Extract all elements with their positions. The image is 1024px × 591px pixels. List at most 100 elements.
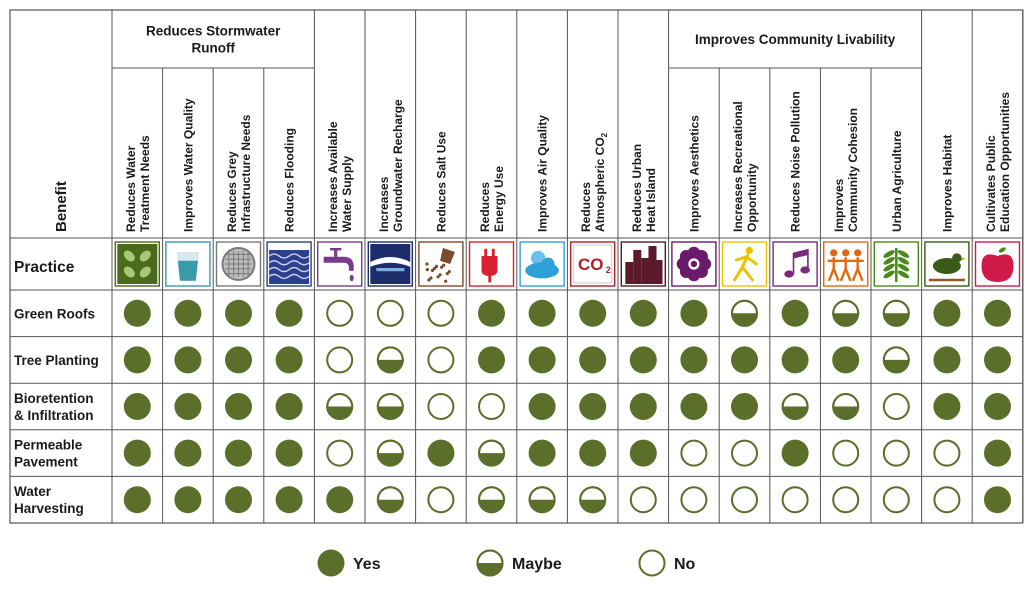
mark-yes bbox=[629, 439, 657, 467]
practice-label: Bioretention bbox=[14, 391, 94, 406]
waves-icon bbox=[266, 241, 312, 287]
legend-label: Maybe bbox=[512, 556, 562, 573]
mark-no bbox=[326, 299, 354, 327]
benefit-header-label: Improves bbox=[832, 178, 846, 232]
runner-icon bbox=[721, 241, 768, 287]
mark-no bbox=[882, 393, 910, 420]
mark-no bbox=[427, 346, 455, 374]
mark-yes bbox=[225, 439, 252, 467]
practice-label: Water bbox=[14, 484, 52, 499]
mark-maybe bbox=[478, 439, 505, 467]
mark-yes bbox=[123, 439, 151, 467]
mark-yes bbox=[225, 346, 252, 374]
mark-yes bbox=[984, 439, 1011, 467]
mark-yes bbox=[174, 346, 202, 374]
mark-yes bbox=[629, 346, 657, 374]
benefit-header-label: Reduces Flooding bbox=[283, 128, 297, 232]
benefit-header-label: Increases Recreational bbox=[731, 101, 745, 232]
mark-yes bbox=[579, 299, 607, 327]
legend-item-yes: Yes bbox=[317, 549, 381, 577]
manhole-icon bbox=[215, 241, 262, 287]
mark-yes bbox=[225, 393, 252, 420]
mark-yes bbox=[275, 439, 303, 467]
mark-maybe bbox=[376, 439, 404, 467]
music-note-icon bbox=[772, 241, 818, 287]
water-glass-icon bbox=[165, 241, 211, 287]
mark-no bbox=[731, 486, 758, 514]
legend-item-no: No bbox=[638, 549, 696, 577]
legend-label: Yes bbox=[353, 556, 381, 573]
benefit-header-label: Heat Island bbox=[644, 168, 658, 232]
mark-yes bbox=[933, 346, 961, 374]
mark-yes bbox=[832, 346, 860, 374]
mark-no bbox=[376, 299, 404, 327]
mark-yes bbox=[123, 346, 151, 374]
mark-yes bbox=[123, 393, 151, 420]
mark-yes bbox=[731, 393, 758, 420]
mark-yes bbox=[326, 486, 354, 514]
mark-maybe bbox=[832, 299, 860, 327]
mark-yes bbox=[680, 393, 708, 420]
mark-maybe-legend bbox=[476, 549, 504, 577]
mark-no-legend bbox=[638, 549, 666, 577]
leaves-icon bbox=[114, 241, 161, 287]
bird-icon bbox=[924, 241, 970, 287]
group-header-label: Reduces Stormwater bbox=[146, 24, 281, 39]
mark-no bbox=[882, 439, 910, 467]
mark-no bbox=[680, 486, 708, 514]
practice-rows: Green Roofs Tree Planting Bioretention & In… bbox=[14, 306, 99, 516]
benefit-marks bbox=[123, 299, 1011, 514]
mark-maybe bbox=[376, 486, 404, 514]
benefit-header-label: Infrastructure Needs bbox=[239, 114, 253, 232]
mark-no bbox=[933, 439, 961, 467]
mark-yes bbox=[579, 439, 607, 467]
mark-yes bbox=[123, 486, 151, 514]
mark-no bbox=[326, 439, 354, 467]
city-icon bbox=[620, 241, 666, 287]
mark-yes bbox=[629, 393, 657, 420]
mark-yes bbox=[781, 439, 809, 467]
benefit-header-label: Cultivates Public bbox=[984, 135, 998, 232]
benefit-header-label: Groundwater Recharge bbox=[391, 99, 405, 232]
mark-maybe bbox=[579, 486, 607, 514]
benefit-header-label: Energy Use bbox=[492, 166, 506, 232]
mark-yes bbox=[275, 486, 303, 514]
group-header-label: Improves Community Livability bbox=[695, 32, 896, 47]
benefit-header-label: Community Cohesion bbox=[846, 108, 860, 232]
mark-yes bbox=[984, 393, 1011, 420]
mark-maybe bbox=[731, 299, 758, 327]
mark-maybe bbox=[781, 393, 809, 420]
practice-axis-label: Practice bbox=[14, 259, 75, 276]
benefit-header-label: Improves Water Quality bbox=[181, 98, 195, 232]
plug-icon bbox=[468, 241, 515, 287]
practice-label: Tree Planting bbox=[14, 353, 99, 368]
benefit-header-label: Improves Habitat bbox=[940, 135, 954, 232]
practice-label: Pavement bbox=[14, 455, 78, 470]
mark-maybe bbox=[376, 346, 404, 374]
salt-icon bbox=[418, 241, 464, 287]
benefit-header-label: Atmospheric CO2 bbox=[593, 132, 609, 232]
practice-label: & Infiltration bbox=[14, 408, 94, 423]
mark-no bbox=[832, 439, 860, 467]
mark-yes bbox=[579, 346, 607, 374]
mark-no bbox=[326, 346, 354, 374]
benefit-header-label: Reduces Grey bbox=[225, 151, 239, 232]
mark-yes bbox=[528, 346, 556, 374]
mark-no bbox=[629, 486, 657, 514]
mark-yes bbox=[123, 299, 151, 327]
mark-yes bbox=[528, 439, 556, 467]
practice-label: Harvesting bbox=[14, 501, 84, 516]
mark-no bbox=[427, 393, 455, 420]
mark-yes bbox=[579, 393, 607, 420]
mark-yes bbox=[781, 346, 809, 374]
apple-icon bbox=[974, 241, 1021, 287]
mark-no bbox=[427, 299, 455, 327]
mark-yes bbox=[174, 486, 202, 514]
mark-no bbox=[781, 486, 809, 514]
mark-maybe bbox=[882, 299, 910, 327]
legend-label: No bbox=[674, 556, 696, 573]
benefit-icons: CO 2 bbox=[114, 241, 1021, 287]
mark-yes bbox=[225, 299, 252, 327]
mark-yes bbox=[275, 299, 303, 327]
